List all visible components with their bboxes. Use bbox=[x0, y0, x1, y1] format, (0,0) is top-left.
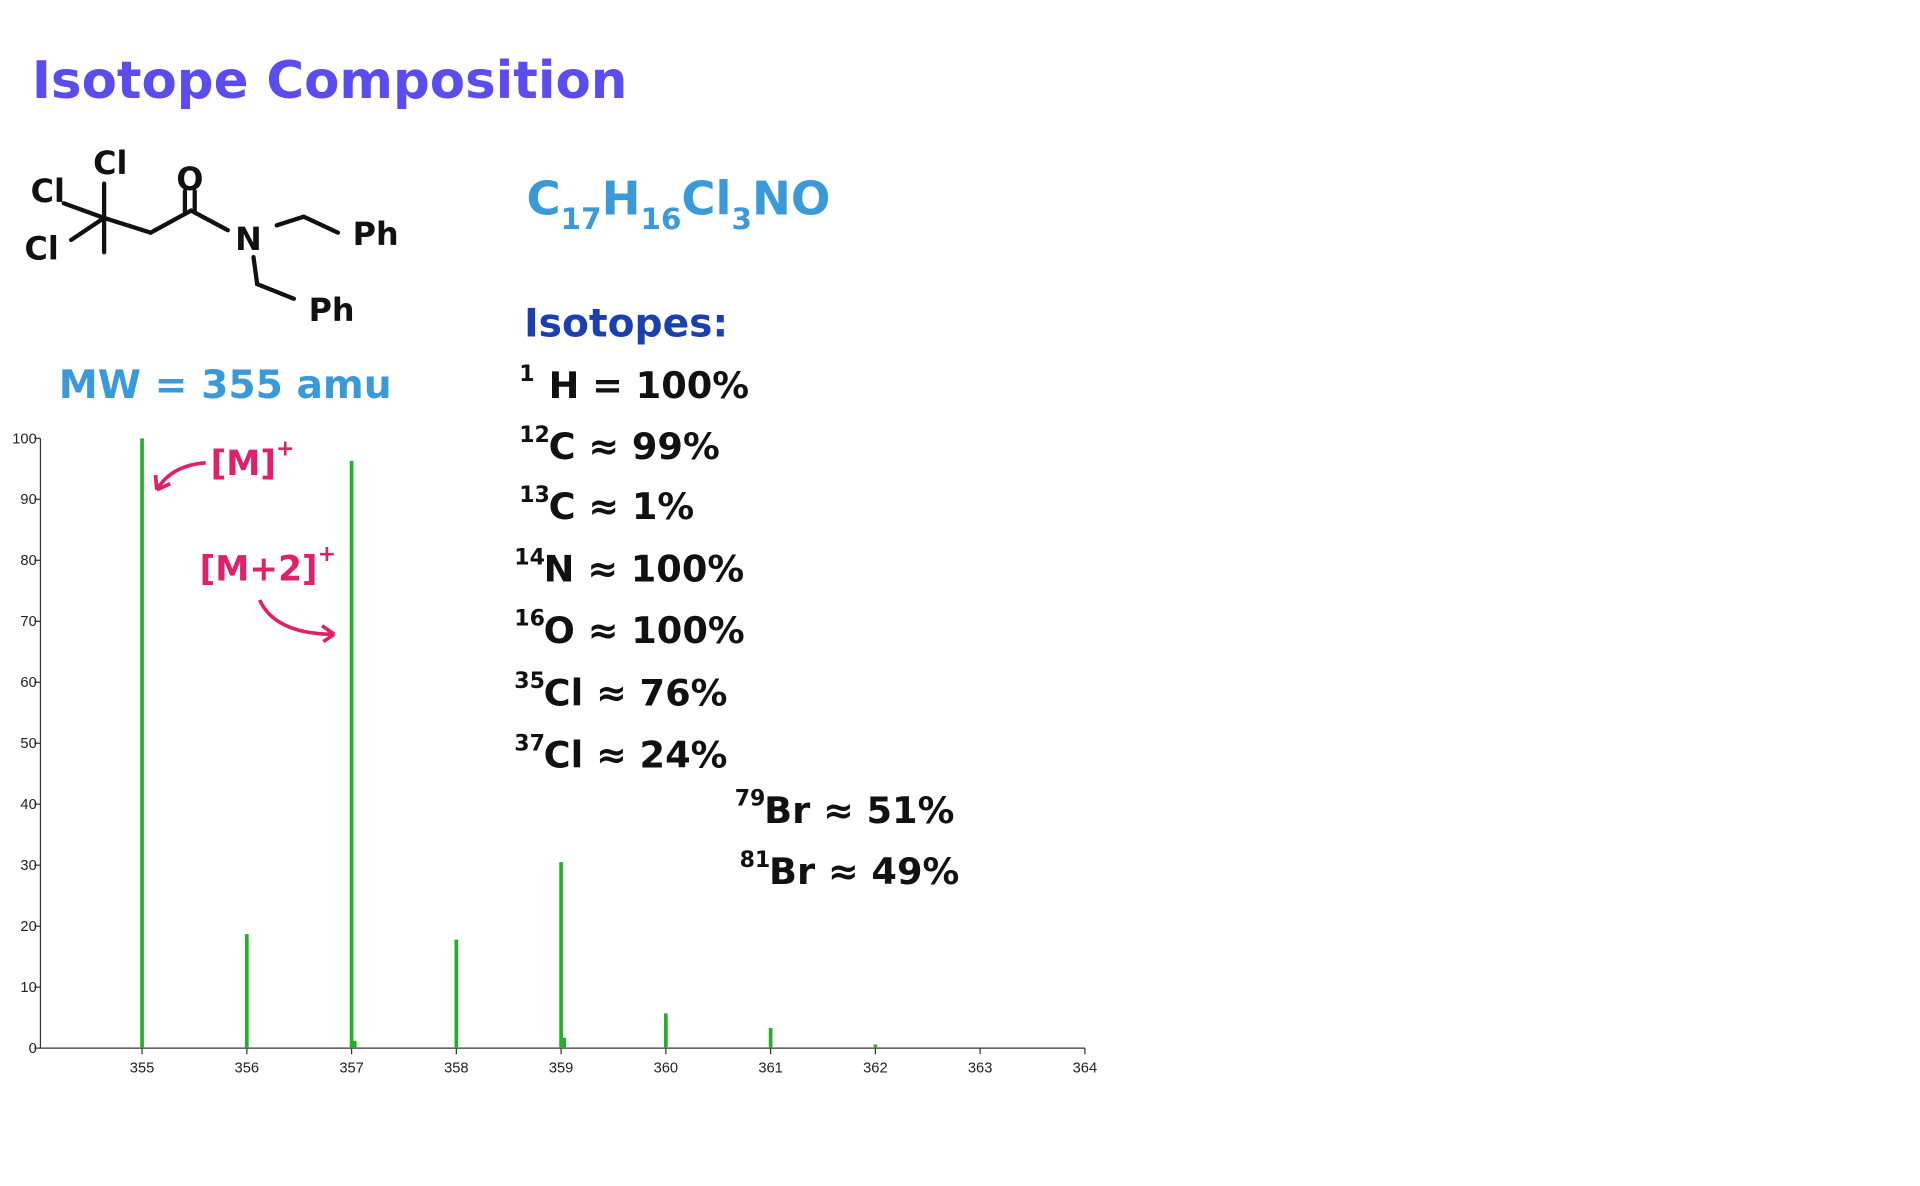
isotope-mass: 79 bbox=[735, 787, 766, 812]
isotope-mass: 37 bbox=[514, 732, 545, 757]
atom-label: N bbox=[235, 220, 262, 258]
atom-label: Cl bbox=[93, 144, 127, 182]
isotope-text: C ≈ 1% bbox=[549, 485, 695, 528]
bar bbox=[140, 438, 144, 1049]
x-tick-label: 355 bbox=[130, 1061, 155, 1077]
atom-label: Cl bbox=[25, 230, 59, 268]
annotation-sup: + bbox=[276, 436, 294, 461]
annotation: [M+2]+ bbox=[200, 542, 336, 590]
structure bbox=[61, 181, 341, 301]
bar bbox=[559, 862, 563, 1049]
annotation-sup: + bbox=[318, 542, 336, 567]
isotope-mass: 12 bbox=[519, 423, 550, 448]
bar bbox=[349, 460, 354, 1049]
bond bbox=[251, 254, 297, 301]
title: Isotope Composition bbox=[32, 51, 628, 111]
bar bbox=[352, 1040, 357, 1049]
isotope-text: Cl ≈ 76% bbox=[544, 671, 728, 714]
isotope-mass: 13 bbox=[519, 483, 550, 508]
x-tick-label: 362 bbox=[863, 1061, 888, 1077]
y-tick-label: 30 bbox=[20, 858, 36, 874]
annotation-text: [M+2] bbox=[200, 549, 318, 589]
formula-subscript: 17 bbox=[561, 202, 602, 236]
structure-labels: Cl Cl Cl O N Ph Ph bbox=[25, 144, 399, 329]
isotope-text: N ≈ 100% bbox=[544, 548, 745, 591]
formula-element: H bbox=[602, 171, 641, 225]
formula-element: C bbox=[527, 171, 561, 225]
formula-element: NO bbox=[752, 171, 830, 225]
y-tick-label: 50 bbox=[20, 736, 36, 752]
arrow bbox=[153, 461, 206, 492]
formula: C17H16Cl3NO bbox=[527, 171, 831, 236]
isotope-mass: 1 bbox=[519, 362, 534, 387]
isotope-text: Br ≈ 49% bbox=[769, 850, 959, 893]
atom-label: Cl bbox=[31, 172, 65, 210]
formula-subscript: 3 bbox=[731, 202, 751, 236]
atom-label: O bbox=[176, 160, 203, 198]
x-tick-label: 359 bbox=[549, 1061, 574, 1077]
x-tick-label: 360 bbox=[654, 1061, 679, 1077]
y-tick-label: 20 bbox=[20, 919, 36, 935]
bond bbox=[101, 208, 230, 235]
y-tick-label: 90 bbox=[20, 492, 36, 508]
isotope-text: Br ≈ 51% bbox=[764, 789, 954, 832]
isotope-text: O ≈ 100% bbox=[544, 609, 745, 652]
bar bbox=[768, 1028, 773, 1049]
annotations: [M]+ [M+2]+ bbox=[153, 436, 336, 644]
isotope-mass: 81 bbox=[740, 848, 771, 873]
isotope-text: H = 100% bbox=[549, 364, 750, 407]
formula-element: Cl bbox=[681, 171, 731, 225]
chart: 0 10 20 30 40 50 60 70 80 90 100 355 356 357 358 359 360… bbox=[12, 431, 1097, 1076]
annotation-text: [M] bbox=[211, 444, 276, 484]
x-tick-label: 363 bbox=[968, 1061, 993, 1077]
x-tick-label: 358 bbox=[444, 1061, 469, 1077]
arrow bbox=[257, 599, 336, 644]
isotope-text: Cl ≈ 24% bbox=[544, 734, 728, 777]
atom-label: Ph bbox=[309, 291, 355, 329]
isotope-mass: 16 bbox=[514, 607, 545, 632]
bar bbox=[664, 1013, 668, 1049]
bar bbox=[244, 934, 249, 1049]
bond bbox=[274, 214, 341, 235]
y-tick-label: 10 bbox=[20, 980, 36, 996]
atom-label: Ph bbox=[353, 215, 399, 253]
molecular-weight: MW = 355 amu bbox=[59, 363, 392, 408]
x-tick-label: 357 bbox=[339, 1061, 364, 1077]
y-tick-label: 80 bbox=[20, 553, 36, 569]
isotope-mass: 35 bbox=[514, 669, 545, 694]
y-tick-label: 70 bbox=[20, 614, 36, 630]
x-tick-label: 356 bbox=[235, 1061, 260, 1077]
isotope-mass: 14 bbox=[514, 545, 545, 570]
x-tick-label: 361 bbox=[758, 1061, 783, 1077]
annotation: [M]+ bbox=[211, 436, 295, 484]
bar bbox=[873, 1044, 878, 1049]
isotope-list: 1 H = 100% 12C ≈ 99% 13C ≈ 1%14N ≈ 100% 16O … bbox=[514, 362, 959, 893]
bar bbox=[562, 1037, 567, 1049]
y-tick-label: 60 bbox=[20, 675, 36, 691]
y-tick-label: 0 bbox=[29, 1041, 37, 1057]
isotope-text: C ≈ 99% bbox=[549, 425, 720, 468]
bar bbox=[454, 939, 459, 1049]
isotopes-heading: Isotopes: bbox=[524, 302, 728, 347]
y-tick-label: 100 bbox=[12, 431, 37, 447]
formula-subscript: 16 bbox=[641, 202, 682, 236]
y-tick-label: 40 bbox=[20, 797, 36, 813]
bond bbox=[61, 201, 109, 243]
x-tick-label: 364 bbox=[1073, 1061, 1098, 1077]
